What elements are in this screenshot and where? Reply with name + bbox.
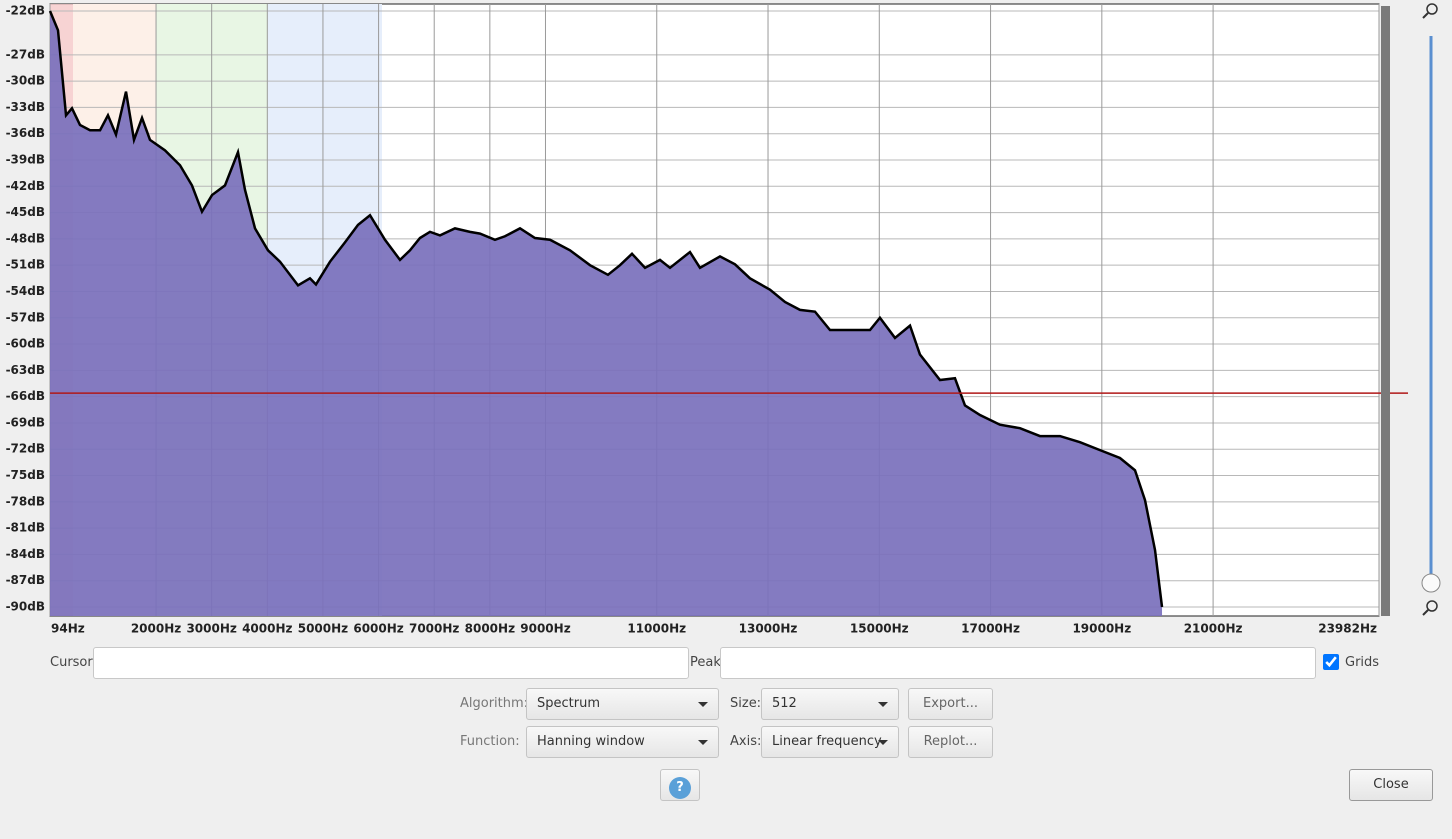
y-tick-label: -78dB — [6, 494, 45, 508]
axis-label: Axis: — [730, 734, 762, 749]
x-tick-label: 6000Hz — [353, 622, 403, 636]
replot-button[interactable]: Replot... — [908, 726, 993, 758]
cursor-label: Cursor: — [50, 655, 97, 670]
x-tick-label: 15000Hz — [850, 622, 909, 636]
x-tick-label: 19000Hz — [1072, 622, 1131, 636]
y-tick-label: -75dB — [6, 468, 45, 482]
zoom-in-icon[interactable] — [1422, 3, 1438, 19]
spectrum-area — [50, 11, 1163, 616]
y-tick-label: -27dB — [6, 47, 45, 61]
y-tick-label: -63dB — [6, 363, 45, 377]
help-icon: ? — [669, 777, 691, 799]
y-tick-label: -87dB — [6, 573, 45, 587]
x-tick-label: 9000Hz — [520, 622, 570, 636]
y-tick-label: -90dB — [6, 600, 45, 614]
cursor-field[interactable] — [93, 647, 689, 679]
y-tick-label: -66dB — [6, 389, 45, 403]
peak-label: Peak: — [690, 655, 726, 670]
x-tick-label: 8000Hz — [465, 622, 515, 636]
y-tick-label: -39dB — [6, 153, 45, 167]
y-tick-label: -36dB — [6, 126, 45, 140]
x-tick-label: 11000Hz — [627, 622, 686, 636]
y-tick-label: -51dB — [6, 258, 45, 272]
scrollbar[interactable] — [1381, 6, 1390, 616]
x-tick-label: 7000Hz — [409, 622, 459, 636]
algorithm-value: Spectrum — [537, 696, 600, 711]
x-tick-label: 2000Hz — [131, 622, 181, 636]
x-tick-label: 21000Hz — [1184, 622, 1243, 636]
y-tick-label: -60dB — [6, 337, 45, 351]
y-tick-label: -72dB — [6, 442, 45, 456]
algorithm-label: Algorithm: — [460, 696, 529, 711]
spectrum-plot: -22dB -27dB -30dB -33dB -36dB -39dB -42dB -45dB… — [6, 3, 1441, 636]
y-tick-label: -48dB — [6, 231, 45, 245]
grids-label[interactable]: Grids — [1345, 655, 1380, 670]
spectrum-line — [48, 10, 1164, 608]
x-tick-label: 3000Hz — [186, 622, 236, 636]
x-tick-label: 23982Hz — [1318, 622, 1377, 636]
grids-checkbox[interactable] — [1323, 654, 1339, 670]
size-label: Size: — [730, 696, 762, 711]
zoom-slider-handle[interactable] — [1421, 573, 1441, 593]
function-value: Hanning window — [537, 734, 645, 749]
algorithm-select[interactable]: Spectrum — [526, 688, 719, 720]
x-tick-label: 94Hz — [51, 622, 85, 636]
function-select[interactable]: Hanning window — [526, 726, 719, 758]
size-value: 512 — [772, 696, 797, 711]
function-label: Function: — [460, 734, 520, 749]
y-tick-label: -30dB — [6, 74, 45, 88]
plot-area — [48, 10, 1408, 616]
help-button[interactable]: ? — [660, 769, 700, 801]
y-tick-label: -45dB — [6, 205, 45, 219]
y-tick-label: -81dB — [6, 521, 45, 535]
y-tick-label: -22dB — [6, 4, 45, 18]
axis-value: Linear frequency — [772, 734, 882, 749]
peak-field[interactable] — [720, 647, 1316, 679]
export-button[interactable]: Export... — [908, 688, 993, 720]
zoom-out-icon[interactable] — [1422, 600, 1438, 616]
y-tick-label: -54dB — [6, 284, 45, 298]
close-button[interactable]: Close — [1349, 769, 1433, 801]
axis-select[interactable]: Linear frequency — [761, 726, 899, 758]
y-tick-label: -84dB — [6, 547, 45, 561]
x-tick-label: 17000Hz — [961, 622, 1020, 636]
y-tick-label: -69dB — [6, 415, 45, 429]
size-select[interactable]: 512 — [761, 688, 899, 720]
y-tick-label: -33dB — [6, 100, 45, 114]
y-tick-label: -42dB — [6, 179, 45, 193]
x-tick-label: 13000Hz — [739, 622, 798, 636]
y-tick-label: -57dB — [6, 310, 45, 324]
x-tick-label: 5000Hz — [298, 622, 348, 636]
x-tick-label: 4000Hz — [242, 622, 292, 636]
